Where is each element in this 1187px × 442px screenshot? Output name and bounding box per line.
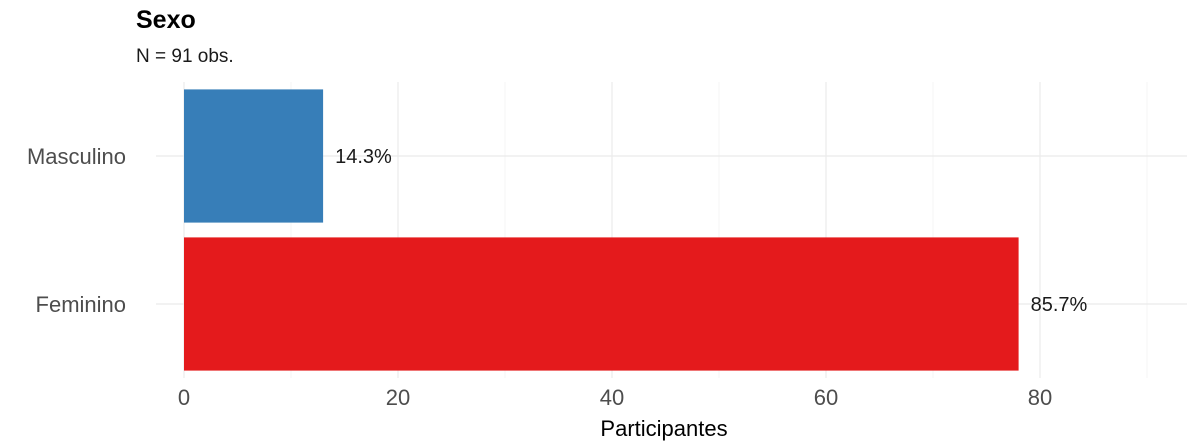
y-tick-label-masculino: Masculino — [27, 144, 126, 169]
x-tick-label: 40 — [600, 385, 624, 410]
bar-masculino — [184, 89, 324, 223]
x-tick-label: 20 — [386, 385, 410, 410]
chart-title: Sexo — [136, 6, 196, 34]
data-label-masculino: 14.3% — [335, 146, 392, 168]
y-axis-tick-labels: Masculino Feminino — [27, 144, 126, 317]
data-label-feminino: 85.7% — [1031, 294, 1088, 316]
x-axis-tick-labels: 0 20 40 60 80 — [178, 385, 1052, 410]
chart-subtitle: N = 91 obs. — [136, 46, 234, 67]
x-tick-label: 80 — [1028, 385, 1052, 410]
bar-feminino — [184, 237, 1019, 371]
data-labels: 14.3% 85.7% — [335, 146, 1087, 316]
y-tick-label-feminino: Feminino — [36, 292, 126, 317]
x-tick-label: 0 — [178, 385, 190, 410]
x-axis-title: Participantes — [600, 416, 727, 441]
x-tick-label: 60 — [814, 385, 838, 410]
bars — [184, 89, 1019, 371]
